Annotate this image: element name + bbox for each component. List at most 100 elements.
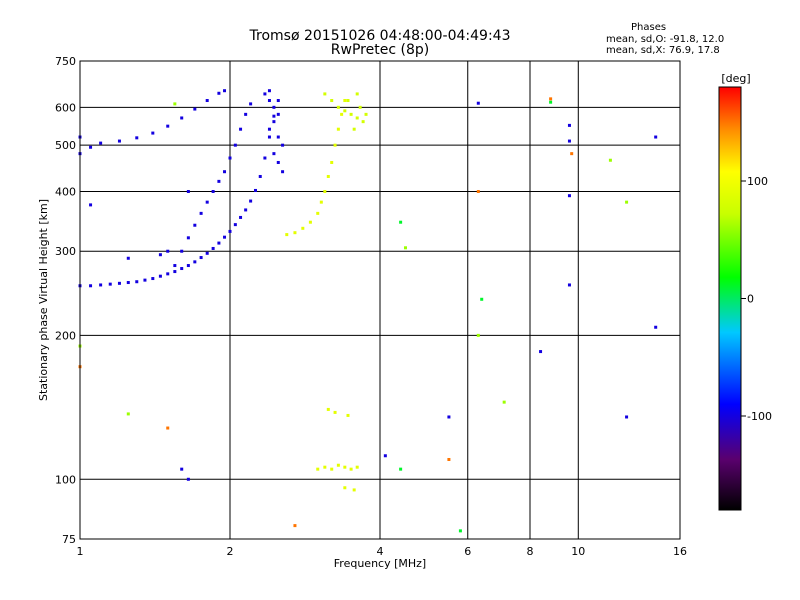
data-point	[293, 231, 297, 235]
data-point	[570, 152, 574, 156]
y-tick-label: 75	[62, 533, 76, 546]
data-point	[249, 199, 253, 203]
data-point	[186, 477, 190, 481]
data-point	[186, 189, 190, 193]
data-point	[253, 188, 257, 192]
data-point	[654, 135, 658, 139]
data-point	[151, 277, 155, 281]
data-point	[358, 105, 362, 109]
data-point	[217, 179, 221, 183]
data-point	[319, 200, 323, 204]
data-point	[336, 127, 340, 131]
data-point	[89, 203, 93, 207]
data-point	[355, 116, 359, 120]
x-tick-labels: 1 2 4 6 8 10 16	[77, 545, 688, 558]
data-point	[349, 467, 353, 471]
x-tick-label: 6	[464, 545, 471, 558]
data-point	[364, 112, 368, 116]
data-point	[267, 99, 271, 103]
data-point	[180, 249, 184, 253]
data-point	[447, 457, 451, 461]
chart-title: Tromsø 20151026 04:48:00-04:49:43	[249, 28, 511, 44]
data-point	[343, 465, 347, 469]
data-point	[199, 211, 203, 215]
stats-o-mode: mean, sd,O: -91.8, 12.0	[606, 34, 725, 45]
data-point	[205, 200, 209, 204]
data-point	[625, 415, 629, 419]
x-tick-label: 8	[527, 545, 534, 558]
data-point	[193, 223, 197, 227]
x-tick-label: 1	[77, 545, 84, 558]
data-point	[567, 194, 571, 198]
data-point	[476, 189, 480, 193]
data-point	[126, 281, 130, 285]
data-point	[205, 99, 209, 103]
data-point	[166, 272, 170, 276]
data-point	[349, 112, 353, 116]
data-point	[89, 284, 93, 288]
data-point	[233, 223, 237, 227]
data-point	[217, 241, 221, 245]
data-point	[539, 350, 543, 354]
data-point	[228, 229, 232, 233]
colorbar-label: [deg]	[721, 72, 750, 85]
data-point	[126, 412, 130, 416]
data-point	[99, 283, 103, 287]
y-tick-label: 300	[55, 245, 76, 258]
data-point	[323, 92, 327, 96]
data-point	[173, 270, 177, 274]
data-point	[502, 400, 506, 404]
data-point	[326, 174, 330, 178]
data-point	[301, 226, 305, 230]
data-point	[180, 116, 184, 120]
data-point	[166, 426, 170, 430]
data-point	[211, 246, 215, 250]
data-point	[117, 139, 121, 143]
x-tick-label: 10	[571, 545, 585, 558]
grid-lines	[80, 61, 680, 539]
data-point	[151, 131, 155, 135]
data-point	[228, 156, 232, 160]
x-tick-label: 16	[673, 545, 687, 558]
data-point	[458, 529, 462, 533]
data-point	[267, 135, 271, 139]
data-point	[352, 488, 356, 492]
data-point	[205, 251, 209, 255]
data-point	[211, 189, 215, 193]
data-point	[239, 215, 243, 219]
colorbar-ticks: 100 0 -100	[741, 175, 772, 423]
data-point	[308, 220, 312, 224]
data-point	[276, 135, 280, 139]
data-point	[293, 524, 297, 528]
data-point	[223, 235, 227, 239]
x-tick-label: 2	[227, 545, 234, 558]
data-point	[276, 112, 280, 116]
data-point	[340, 112, 344, 116]
data-point	[343, 486, 347, 490]
data-point	[281, 170, 285, 174]
data-point	[180, 267, 184, 271]
data-point	[567, 123, 571, 127]
data-point	[223, 170, 227, 174]
data-point	[549, 100, 553, 104]
x-axis-label: Frequency [MHz]	[334, 557, 426, 570]
data-point	[108, 282, 112, 286]
data-point	[383, 454, 387, 458]
y-tick-label: 100	[55, 473, 76, 486]
data-point	[355, 465, 359, 469]
data-point	[352, 127, 356, 131]
x-tick-label: 4	[377, 545, 384, 558]
data-point	[608, 158, 612, 162]
data-point	[336, 463, 340, 467]
data-point	[158, 274, 162, 278]
data-point	[323, 465, 327, 469]
data-point	[223, 89, 227, 93]
data-point	[258, 174, 262, 178]
data-point	[135, 280, 139, 284]
data-point	[217, 91, 221, 95]
data-point	[330, 160, 334, 164]
data-point	[244, 208, 248, 212]
y-tick-labels: 75 100 200 300 400 500 600 750	[55, 55, 76, 546]
data-point	[480, 297, 484, 301]
